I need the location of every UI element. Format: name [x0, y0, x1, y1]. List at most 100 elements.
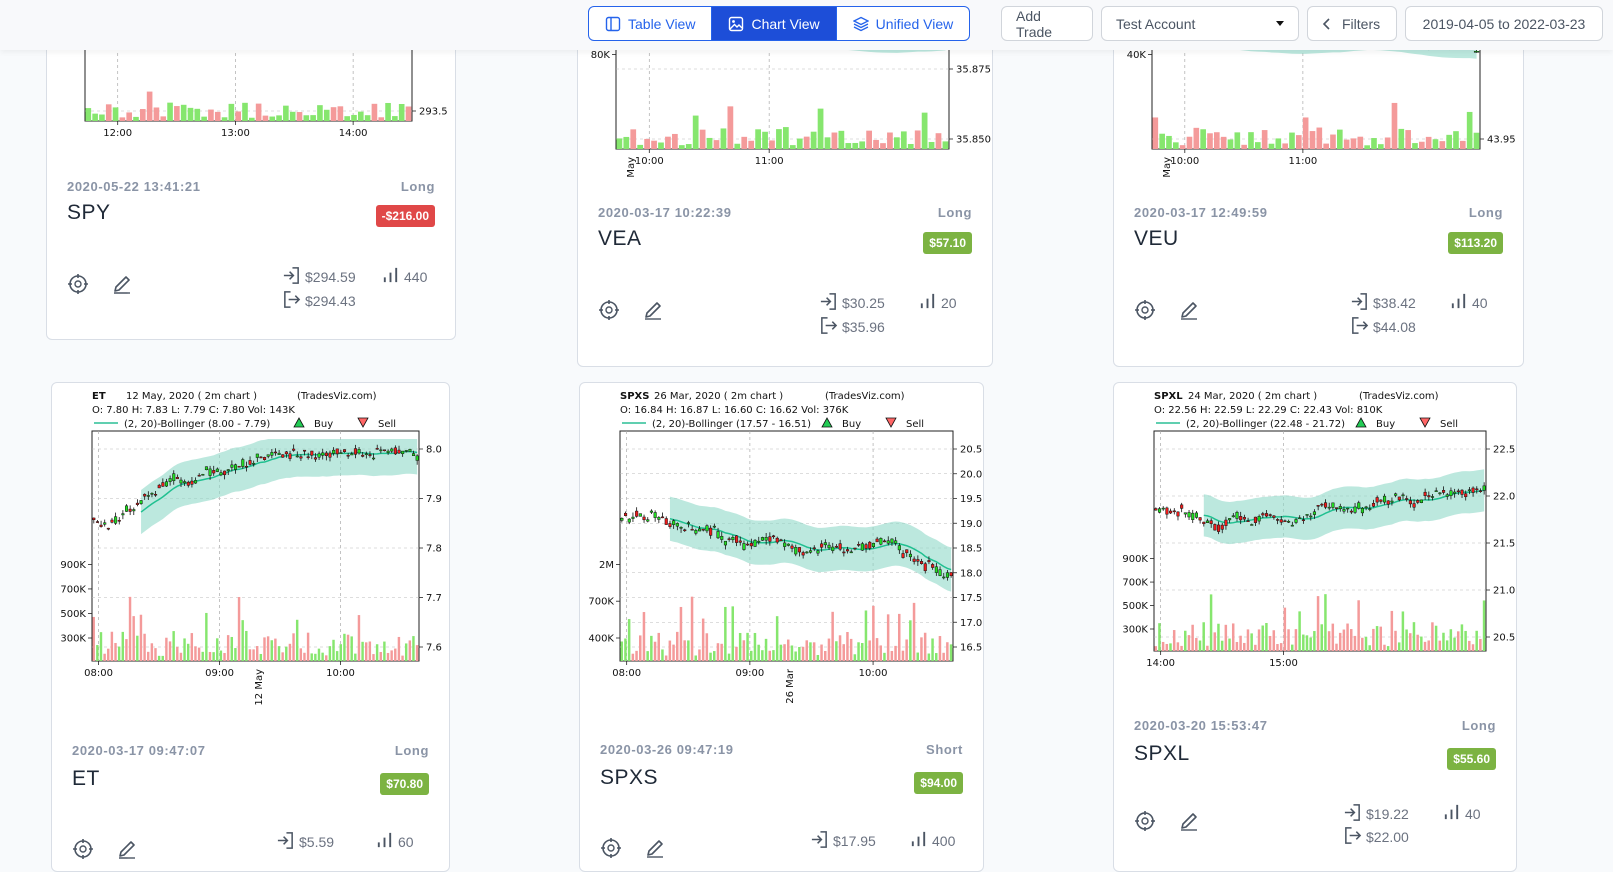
volume-bar: [1261, 130, 1268, 149]
table-view-button[interactable]: Table View: [589, 7, 713, 40]
volume-bar: [372, 654, 375, 661]
trade-symbol[interactable]: SPXL: [1134, 742, 1190, 765]
candle: [786, 543, 790, 546]
volume-bar: [824, 137, 831, 149]
date-range-picker[interactable]: 2019-04-05 to 2022-03-23: [1405, 6, 1603, 41]
volume-bar: [361, 641, 364, 661]
exit-arrow-icon: [819, 316, 838, 338]
time-tick-label: 12:00: [103, 128, 132, 139]
entry-arrow-icon: [1350, 292, 1369, 314]
candle: [1475, 488, 1479, 491]
trade-symbol[interactable]: SPY: [67, 201, 111, 224]
crosshair-icon[interactable]: [600, 837, 622, 859]
candle: [646, 519, 650, 522]
volume-bar: [147, 651, 150, 661]
volume-bar: [1257, 629, 1261, 651]
candle: [846, 549, 850, 552]
trade-symbol[interactable]: ET: [72, 767, 100, 790]
price-tick-label: 7.6: [426, 643, 442, 654]
volume-bar: [846, 632, 849, 661]
volume-bar: [1276, 644, 1279, 651]
trade-card[interactable]: 35.90035.87535.850300K200K80K10:0011:001…: [577, 0, 993, 367]
filters-button[interactable]: Filters: [1307, 6, 1397, 41]
crosshair-icon[interactable]: [67, 273, 89, 295]
candle: [901, 553, 905, 558]
edit-pencil-icon[interactable]: [1178, 299, 1200, 321]
trade-card[interactable]: ET 12 May, 2020 ( 2m chart ) (TradesViz.co…: [51, 382, 450, 872]
candle: [927, 560, 931, 563]
candle: [244, 465, 248, 468]
volume-bar: [344, 116, 350, 121]
chart-view-button[interactable]: Chart View: [712, 7, 837, 40]
candle: [150, 493, 154, 495]
volume-bar: [750, 650, 753, 661]
candle: [255, 453, 259, 458]
candle: [1294, 519, 1298, 523]
candle: [390, 448, 394, 452]
date-tick-label: 12 May: [1162, 157, 1173, 179]
edit-pencil-icon[interactable]: [644, 837, 666, 859]
bar-chart-icon: [909, 830, 928, 852]
account-select[interactable]: Test Account: [1101, 6, 1299, 41]
trade-symbol[interactable]: VEU: [1134, 227, 1179, 250]
volume-bar: [835, 641, 838, 661]
volume-bar: [1158, 623, 1161, 651]
volume-bar: [738, 632, 742, 661]
edit-pencil-icon[interactable]: [1178, 810, 1200, 832]
candle: [259, 456, 263, 459]
date-range-value: 2019-04-05 to 2022-03-23: [1422, 15, 1586, 32]
volume-bar: [337, 106, 344, 121]
edit-pencil-icon[interactable]: [111, 273, 133, 295]
candle: [661, 516, 665, 519]
candle: [132, 509, 136, 512]
volume-bar: [351, 114, 357, 121]
candle: [1408, 500, 1412, 505]
volume-bar: [375, 644, 379, 661]
volume-bar: [346, 634, 350, 661]
price-tick-label: 7.9: [426, 494, 442, 505]
add-trade-button[interactable]: Add Trade: [1001, 6, 1093, 41]
volume-bar: [812, 642, 816, 661]
entry-price: $19.22: [1343, 803, 1409, 825]
volume-bar: [103, 653, 106, 661]
candle: [871, 542, 875, 547]
volume-bar: [842, 644, 845, 661]
volume-bar: [392, 116, 398, 121]
volume-bar: [136, 635, 139, 661]
crosshair-icon[interactable]: [1134, 299, 1156, 321]
trade-card[interactable]: SPXL 24 Mar, 2020 ( 2m chart ) (TradesViz.…: [1113, 382, 1517, 872]
quantity: 20: [918, 292, 957, 314]
candle: [720, 535, 724, 540]
volume-bar: [296, 112, 303, 121]
candle: [183, 481, 187, 484]
candle: [1165, 507, 1169, 515]
trade-card[interactable]: SPXS 26 Mar, 2020 ( 2m chart ) (TradesViz.…: [579, 382, 984, 872]
volume-bar: [1416, 634, 1419, 651]
volume-bar: [820, 644, 823, 661]
candle: [749, 542, 753, 547]
edit-pencil-icon[interactable]: [642, 299, 664, 321]
volume-bar: [112, 107, 119, 121]
volume-bar: [1412, 622, 1416, 651]
trade-card[interactable]: 294.0293.5600K400K200K12:0013:0014:00202…: [46, 0, 456, 340]
volume-bar: [270, 640, 273, 661]
candle: [794, 547, 798, 555]
candle: [1198, 517, 1202, 521]
unified-view-button[interactable]: Unified View: [837, 7, 970, 40]
candle: [746, 543, 750, 546]
time-tick-label: 08:00: [612, 668, 641, 679]
entry-arrow-icon: [276, 831, 295, 853]
volume-bar: [92, 113, 98, 121]
volume-bar: [1464, 630, 1467, 651]
crosshair-icon[interactable]: [1134, 810, 1156, 832]
volume-bar: [883, 652, 886, 661]
crosshair-icon[interactable]: [598, 299, 620, 321]
table-icon: [605, 16, 621, 31]
volume-bar: [627, 619, 631, 661]
trade-symbol[interactable]: VEA: [598, 227, 642, 250]
volume-bar: [242, 102, 248, 121]
trade-symbol[interactable]: SPXS: [600, 766, 659, 789]
volume-bar: [864, 610, 868, 661]
candle: [353, 448, 357, 455]
